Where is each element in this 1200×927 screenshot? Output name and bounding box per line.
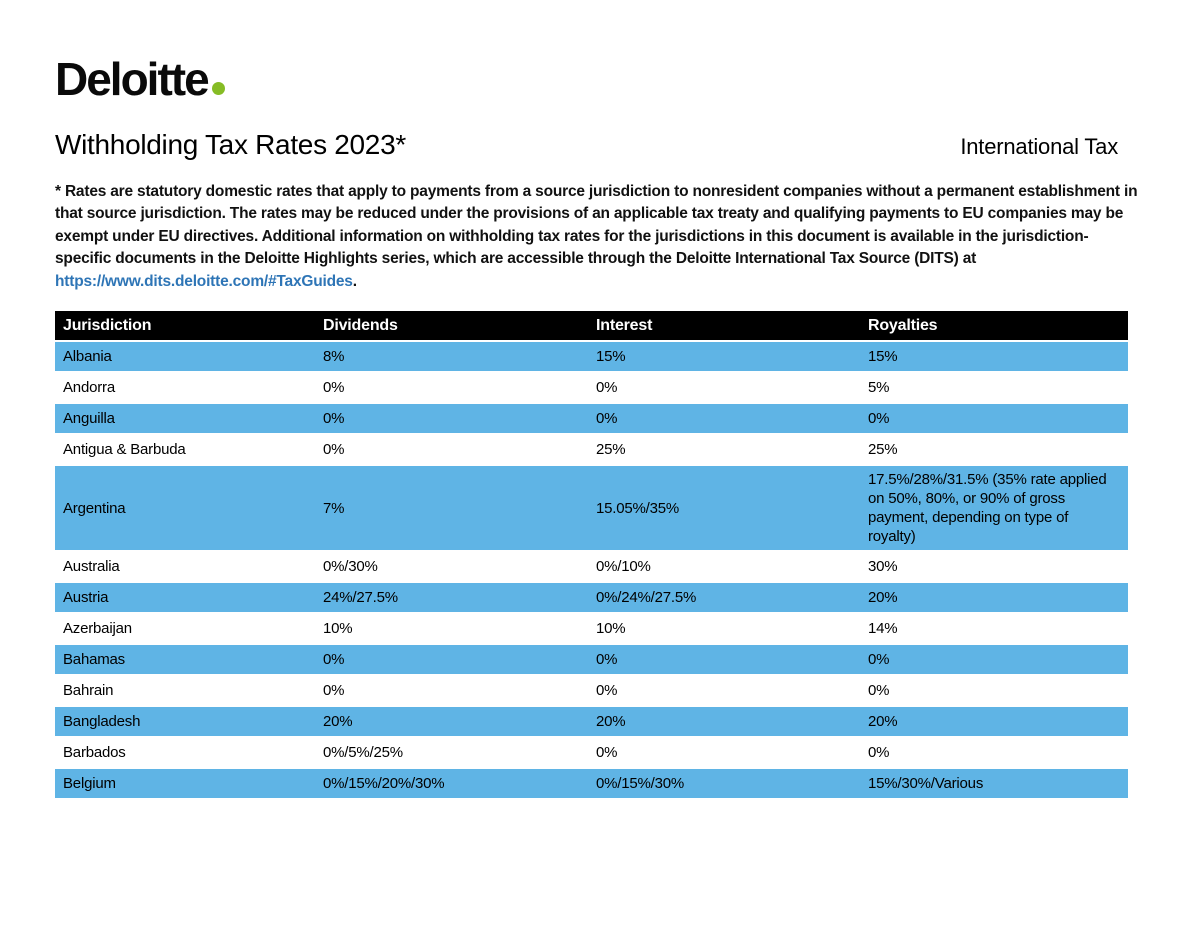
cell-dividends: 24%/27.5% xyxy=(315,582,588,615)
cell-royalties: 0% xyxy=(860,737,1128,770)
intro-paragraph: * Rates are statutory domestic rates tha… xyxy=(55,181,1140,293)
cell-dividends: 20% xyxy=(315,706,588,739)
cell-royalties: 14% xyxy=(860,613,1128,646)
withholding-rates-table: Jurisdiction Dividends Interest Royaltie… xyxy=(55,311,1128,801)
cell-royalties: 0% xyxy=(860,403,1128,436)
cell-dividends: 0% xyxy=(315,675,588,708)
cell-royalties: 20% xyxy=(860,582,1128,615)
table-header-row: Jurisdiction Dividends Interest Royaltie… xyxy=(55,311,1128,343)
cell-dividends: 8% xyxy=(315,341,588,374)
cell-royalties: 20% xyxy=(860,706,1128,739)
cell-jurisdiction: Anguilla xyxy=(55,403,315,436)
cell-interest: 10% xyxy=(588,613,860,646)
cell-interest: 20% xyxy=(588,706,860,739)
table-row: Antigua & Barbuda 0% 25% 25% xyxy=(55,434,1128,467)
column-header-interest: Interest xyxy=(588,311,860,343)
cell-dividends: 0%/30% xyxy=(315,551,588,584)
cell-interest: 0%/15%/30% xyxy=(588,768,860,801)
table-row: Argentina 7% 15.05%/35% 17.5%/28%/31.5% … xyxy=(55,465,1128,553)
cell-royalties: 5% xyxy=(860,372,1128,405)
cell-dividends: 0% xyxy=(315,644,588,677)
table-row: Bahrain 0% 0% 0% xyxy=(55,675,1128,708)
table-row: Austria 24%/27.5% 0%/24%/27.5% 20% xyxy=(55,582,1128,615)
cell-royalties: 15%/30%/Various xyxy=(860,768,1128,801)
cell-interest: 15.05%/35% xyxy=(588,465,860,553)
dits-taxguides-link[interactable]: https://www.dits.deloitte.com/#TaxGuides xyxy=(55,272,353,290)
title-row: Withholding Tax Rates 2023* Internationa… xyxy=(55,129,1128,161)
cell-dividends: 0%/5%/25% xyxy=(315,737,588,770)
cell-interest: 0%/24%/27.5% xyxy=(588,582,860,615)
table-row: Anguilla 0% 0% 0% xyxy=(55,403,1128,436)
cell-dividends: 0% xyxy=(315,403,588,436)
cell-jurisdiction: Azerbaijan xyxy=(55,613,315,646)
cell-jurisdiction: Australia xyxy=(55,551,315,584)
intro-text: * Rates are statutory domestic rates tha… xyxy=(55,183,1138,268)
cell-jurisdiction: Austria xyxy=(55,582,315,615)
cell-royalties: 0% xyxy=(860,644,1128,677)
deloitte-logo-text: Deloitte xyxy=(55,53,210,105)
cell-jurisdiction: Andorra xyxy=(55,372,315,405)
cell-interest: 0% xyxy=(588,403,860,436)
page-title: Withholding Tax Rates 2023* xyxy=(55,129,406,160)
cell-dividends: 7% xyxy=(315,465,588,553)
cell-jurisdiction: Bangladesh xyxy=(55,706,315,739)
cell-interest: 25% xyxy=(588,434,860,467)
cell-interest: 0% xyxy=(588,372,860,405)
cell-jurisdiction: Antigua & Barbuda xyxy=(55,434,315,467)
international-tax-label: International Tax xyxy=(960,134,1118,159)
cell-interest: 0% xyxy=(588,644,860,677)
cell-jurisdiction: Barbados xyxy=(55,737,315,770)
cell-jurisdiction: Bahrain xyxy=(55,675,315,708)
intro-text-period: . xyxy=(352,272,357,290)
table-row: Barbados 0%/5%/25% 0% 0% xyxy=(55,737,1128,770)
deloitte-green-dot-icon xyxy=(211,82,225,95)
table-row: Australia 0%/30% 0%/10% 30% xyxy=(55,551,1128,584)
cell-dividends: 0%/15%/20%/30% xyxy=(315,768,588,801)
table-row: Belgium 0%/15%/20%/30% 0%/15%/30% 15%/30… xyxy=(55,768,1128,801)
table-row: Azerbaijan 10% 10% 14% xyxy=(55,613,1128,646)
cell-dividends: 0% xyxy=(315,434,588,467)
cell-jurisdiction: Albania xyxy=(55,341,315,374)
table-row: Bangladesh 20% 20% 20% xyxy=(55,706,1128,739)
cell-dividends: 0% xyxy=(315,372,588,405)
cell-royalties: 15% xyxy=(860,341,1128,374)
table-row: Bahamas 0% 0% 0% xyxy=(55,644,1128,677)
table-row: Andorra 0% 0% 5% xyxy=(55,372,1128,405)
cell-interest: 0%/10% xyxy=(588,551,860,584)
cell-royalties: 0% xyxy=(860,675,1128,708)
column-header-jurisdiction: Jurisdiction xyxy=(55,311,315,343)
table-row: Albania 8% 15% 15% xyxy=(55,341,1128,374)
cell-jurisdiction: Argentina xyxy=(55,465,315,553)
cell-jurisdiction: Belgium xyxy=(55,768,315,801)
column-header-dividends: Dividends xyxy=(315,311,588,343)
cell-interest: 0% xyxy=(588,737,860,770)
cell-royalties: 17.5%/28%/31.5% (35% rate applied on 50%… xyxy=(860,465,1128,553)
cell-interest: 15% xyxy=(588,341,860,374)
cell-dividends: 10% xyxy=(315,613,588,646)
cell-royalties: 30% xyxy=(860,551,1128,584)
table-body: Albania 8% 15% 15% Andorra 0% 0% 5% Angu… xyxy=(55,341,1128,801)
cell-jurisdiction: Bahamas xyxy=(55,644,315,677)
document-page: Deloitte Withholding Tax Rates 2023* Int… xyxy=(55,55,1138,801)
cell-royalties: 25% xyxy=(860,434,1128,467)
column-header-royalties: Royalties xyxy=(860,311,1128,343)
deloitte-logo: Deloitte xyxy=(55,55,1128,103)
cell-interest: 0% xyxy=(588,675,860,708)
